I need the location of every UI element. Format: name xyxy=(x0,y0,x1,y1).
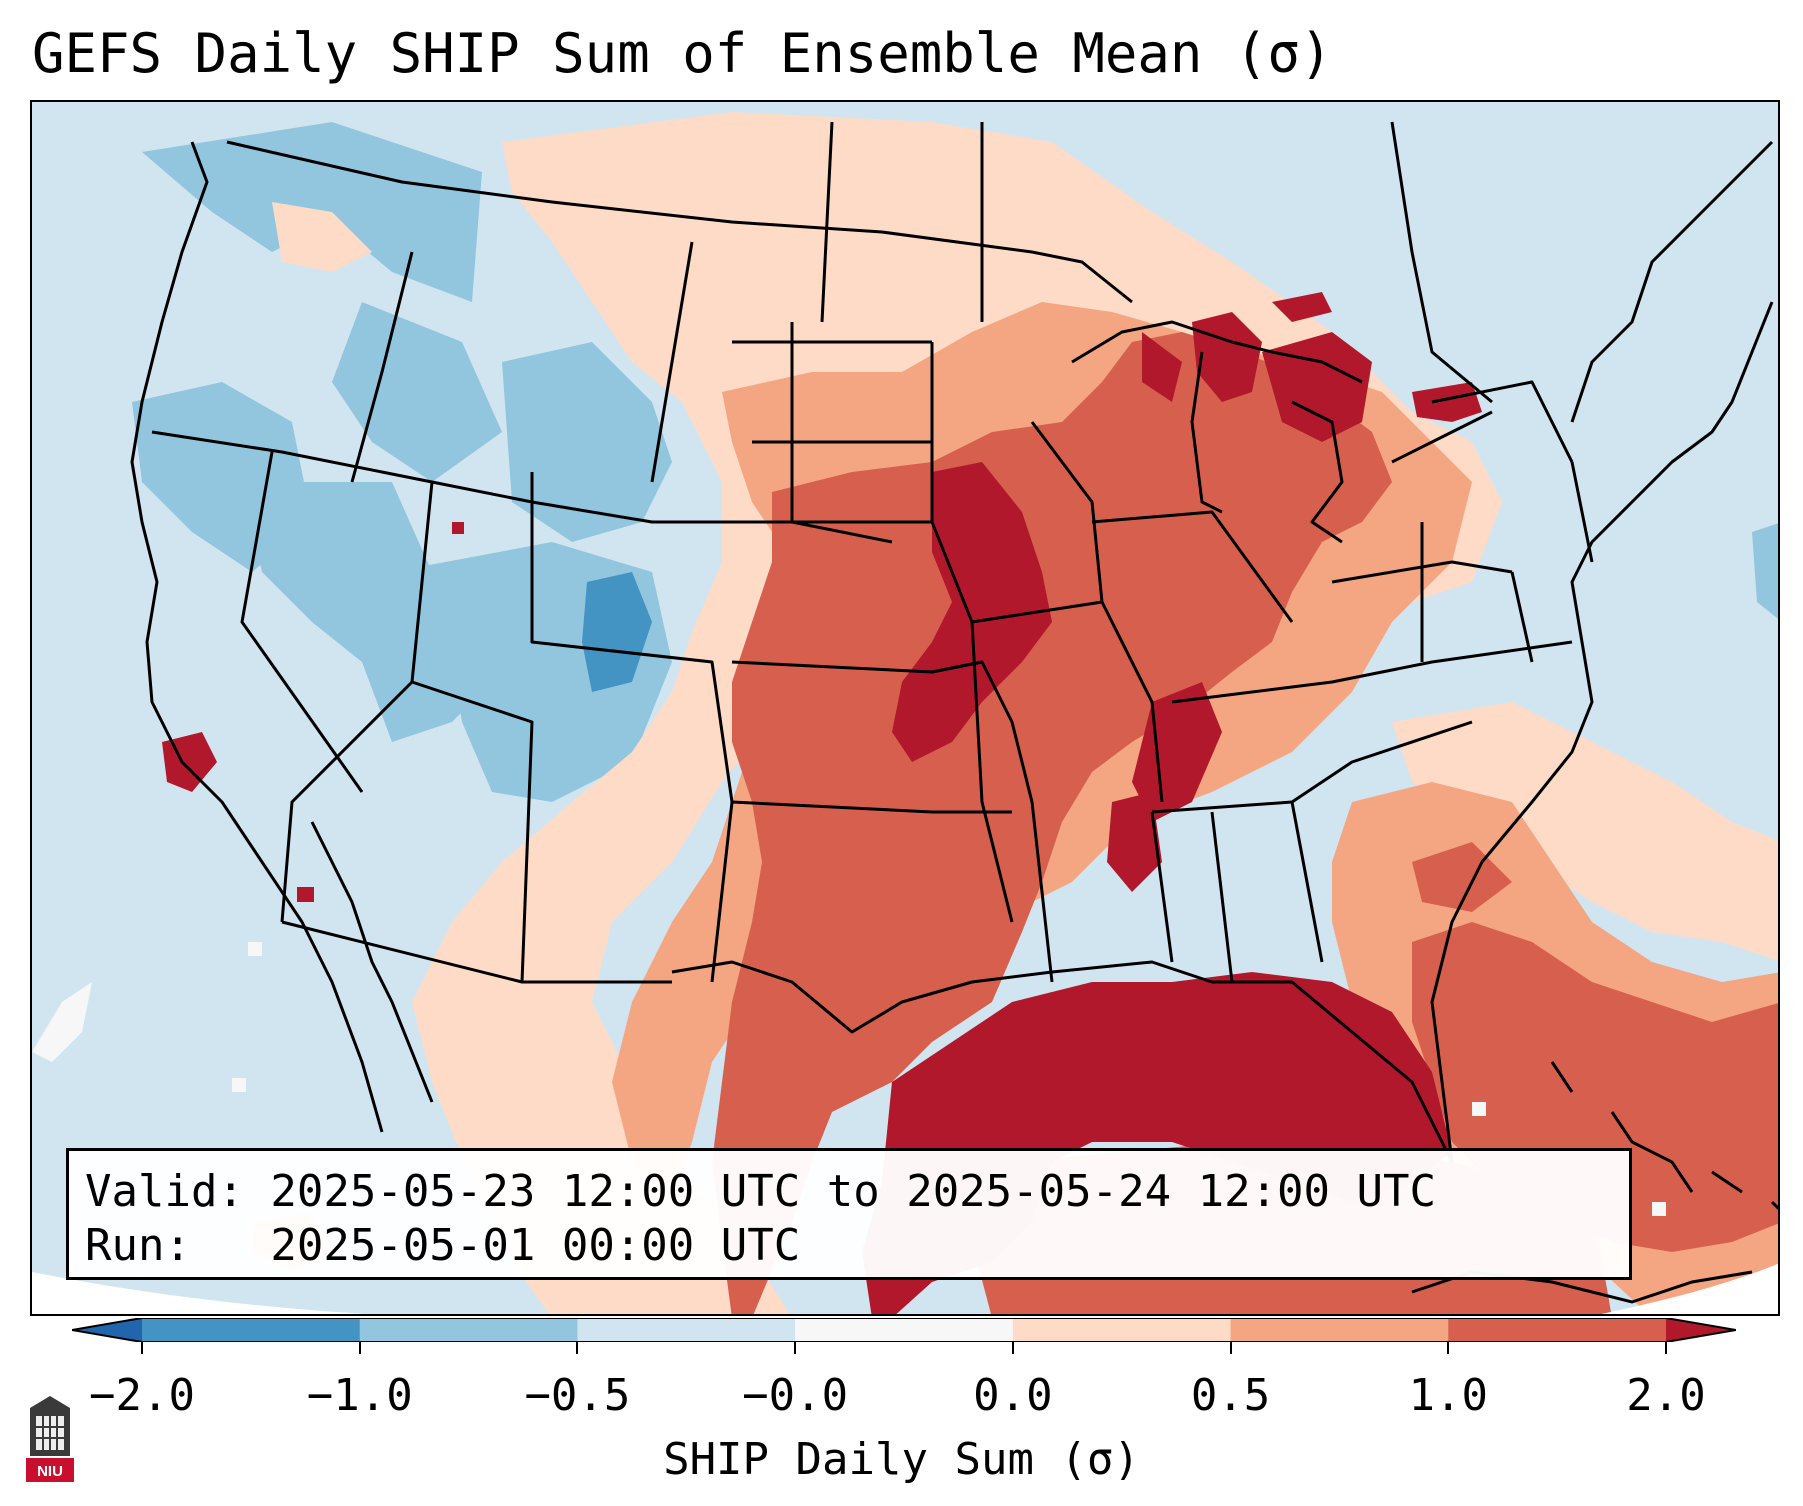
colorbar-tick-mark xyxy=(358,1342,361,1354)
colorbar-segment xyxy=(577,1318,796,1342)
colorbar-segment xyxy=(795,1318,1014,1342)
colorbar-tick-label: −1.0 xyxy=(306,1370,413,1421)
colorbar-extend-high xyxy=(1666,1318,1736,1342)
colorbar-tick-mark xyxy=(576,1342,579,1354)
map-title: GEFS Daily SHIP Sum of Ensemble Mean (σ) xyxy=(32,22,1333,85)
colorbar-tick-label: −0.0 xyxy=(742,1370,849,1421)
colorbar-tick-mark xyxy=(1447,1342,1450,1354)
ship-field-map xyxy=(32,102,1778,1314)
colorbar-segment xyxy=(359,1318,578,1342)
colorbar-tick-label: 0.5 xyxy=(1190,1370,1271,1421)
niu-logo: NIU xyxy=(26,1396,74,1482)
colorbar xyxy=(72,1318,1736,1342)
colorbar-segment xyxy=(1448,1318,1667,1342)
colorbar-tick-mark xyxy=(1229,1342,1232,1354)
colorbar-tick-label: −0.5 xyxy=(524,1370,631,1421)
colorbar-tick-label: 2.0 xyxy=(1626,1370,1706,1421)
valid-time-text: Valid: 2025-05-23 12:00 UTC to 2025-05-2… xyxy=(85,1166,1437,1217)
validity-info-box: Valid: 2025-05-23 12:00 UTC to 2025-05-2… xyxy=(66,1148,1632,1280)
colorbar-tick-mark xyxy=(1665,1342,1667,1354)
colorbar-tick-label: 1.0 xyxy=(1408,1370,1489,1421)
colorbar-tick-mark xyxy=(794,1342,797,1354)
projection-edge-se xyxy=(1601,1263,1778,1314)
map-panel xyxy=(30,100,1780,1316)
colorbar-segment xyxy=(1230,1318,1449,1342)
run-time-text: Run: 2025-05-01 00:00 UTC xyxy=(85,1220,801,1271)
colorbar-tick-mark xyxy=(141,1342,143,1354)
state-borders xyxy=(130,121,1774,1163)
colorbar-segment xyxy=(1012,1318,1232,1342)
colorbar-tick-label: −2.0 xyxy=(89,1370,195,1421)
colorbar-tick-label: 0.0 xyxy=(973,1370,1053,1421)
colorbar-segment xyxy=(142,1318,361,1342)
neutral-pixels xyxy=(32,942,1666,1216)
colorbar-ticks: −2.0 −1.0 −0.5 −0.0 0.0 0.5 1.0 2.0 xyxy=(0,1342,1803,1432)
colorbar-tick-mark xyxy=(1011,1342,1014,1354)
colorbar-extend-low xyxy=(72,1318,142,1342)
colorbar-label: SHIP Daily Sum (σ) xyxy=(663,1434,1140,1485)
projection-edge-sw xyxy=(32,1272,366,1314)
logo-text: NIU xyxy=(37,1463,63,1480)
